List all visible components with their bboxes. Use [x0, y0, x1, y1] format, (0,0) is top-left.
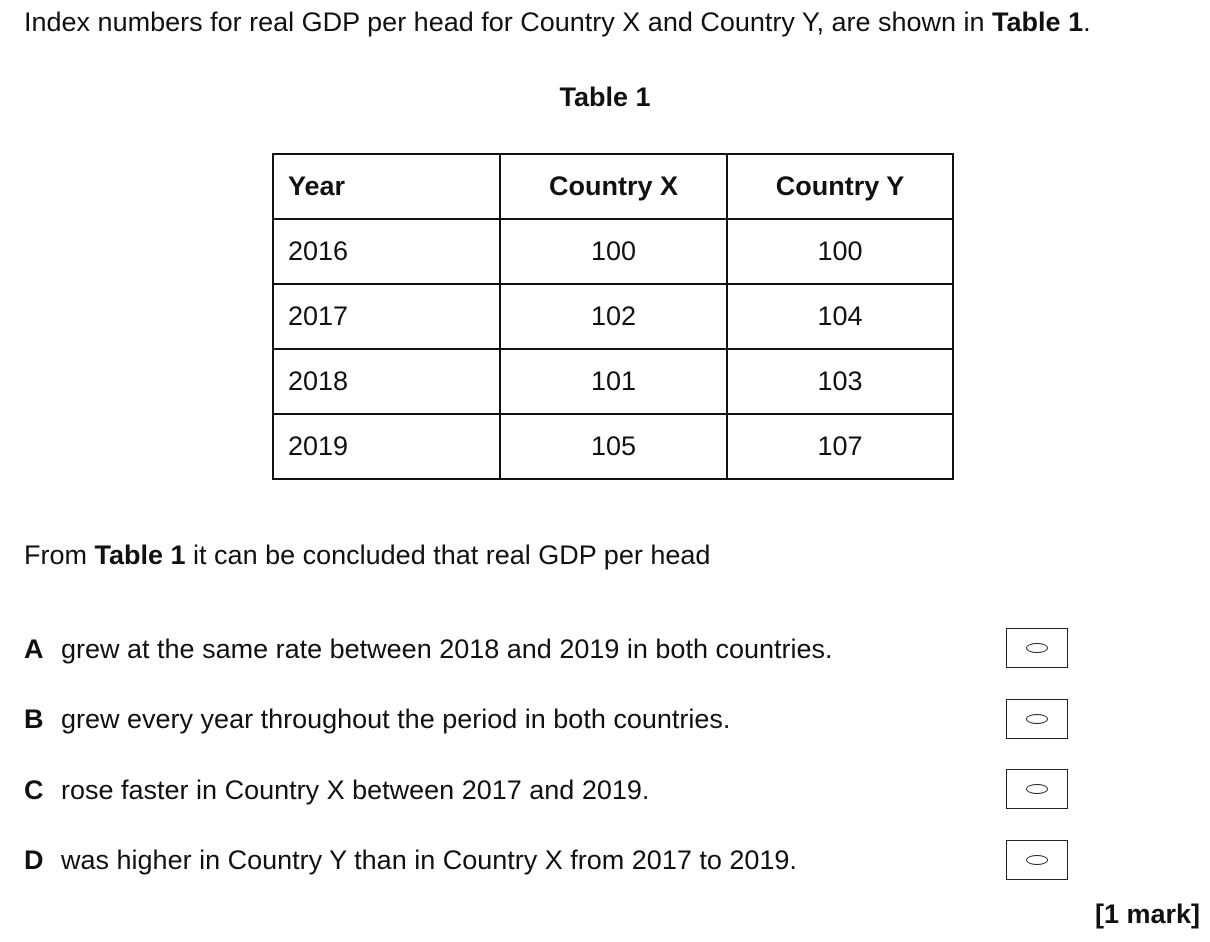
cell-country-y: 104 — [726, 283, 954, 350]
table-row: 2018 101 103 — [272, 348, 954, 415]
answer-bubble-icon — [1026, 714, 1048, 724]
option-letter: A — [24, 634, 44, 664]
stem-table-reference: Table 1 — [94, 540, 186, 570]
answer-bubble-icon — [1026, 855, 1048, 865]
table-row: 2019 105 107 — [272, 413, 954, 480]
answer-bubble-icon — [1026, 643, 1048, 653]
table-title: Table 1 — [559, 82, 651, 112]
cell-country-x: 100 — [499, 218, 728, 285]
gdp-index-table: Year Country X Country Y 2016 100 100 20… — [272, 153, 954, 480]
answer-box-d[interactable] — [1006, 840, 1068, 880]
cell-year: 2019 — [272, 413, 501, 480]
cell-country-y: 107 — [726, 413, 954, 480]
table-row: 2016 100 100 — [272, 218, 954, 285]
option-text: rose faster in Country X between 2017 an… — [61, 775, 650, 805]
cell-country-x: 102 — [499, 283, 728, 350]
option-letter: C — [24, 775, 44, 805]
answer-bubble-icon — [1026, 784, 1048, 794]
question-stem: From Table 1 it can be concluded that re… — [24, 538, 710, 572]
option-letter: D — [24, 845, 44, 875]
stem-text-after: it can be concluded that real GDP per he… — [185, 540, 711, 570]
answer-box-b[interactable] — [1006, 699, 1068, 739]
cell-year: 2016 — [272, 218, 501, 285]
intro-table-reference: Table 1 — [992, 7, 1084, 37]
intro-text: Index numbers for real GDP per head for … — [24, 5, 1091, 39]
intro-text-before: Index numbers for real GDP per head for … — [24, 7, 993, 37]
mark-allocation: [1 mark] — [1094, 899, 1200, 929]
option-text: grew at the same rate between 2018 and 2… — [61, 634, 833, 664]
cell-year: 2017 — [272, 283, 501, 350]
cell-country-x: 101 — [499, 348, 728, 415]
cell-year: 2018 — [272, 348, 501, 415]
answer-box-a[interactable] — [1006, 628, 1068, 668]
option-text: grew every year throughout the period in… — [61, 704, 731, 734]
header-country-y: Country Y — [726, 153, 954, 220]
cell-country-x: 105 — [499, 413, 728, 480]
table-header-row: Year Country X Country Y — [272, 153, 954, 220]
cell-country-y: 103 — [726, 348, 954, 415]
option-text: was higher in Country Y than in Country … — [61, 845, 797, 875]
header-country-x: Country X — [499, 153, 728, 220]
intro-text-after: . — [1083, 7, 1091, 37]
table-row: 2017 102 104 — [272, 283, 954, 350]
stem-text-before: From — [24, 540, 95, 570]
header-year: Year — [272, 153, 501, 220]
answer-box-c[interactable] — [1006, 769, 1068, 809]
cell-country-y: 100 — [726, 218, 954, 285]
option-letter: B — [24, 704, 44, 734]
